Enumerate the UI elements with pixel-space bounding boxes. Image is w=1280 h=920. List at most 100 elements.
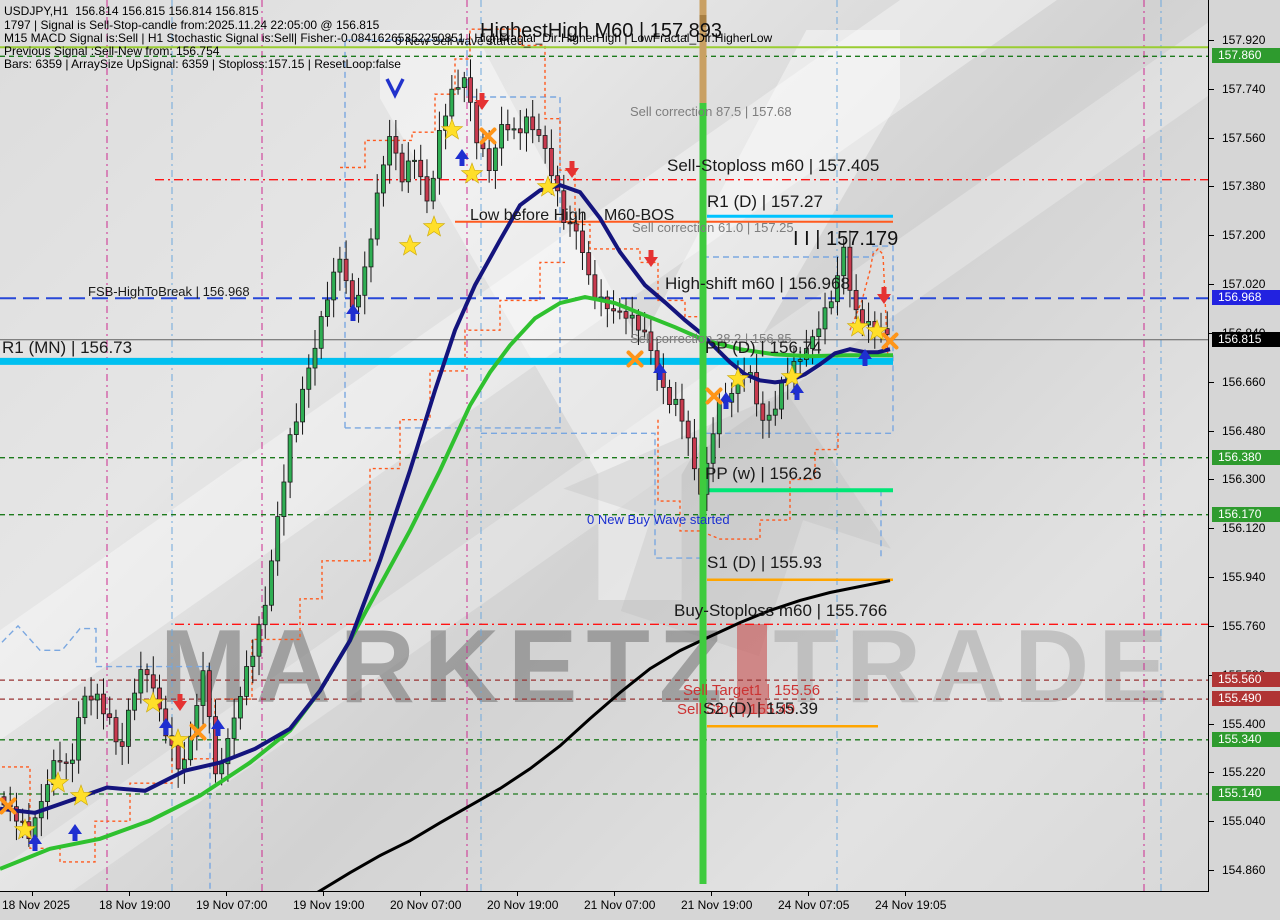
fsb-high-to-break: FSB-HighToBreak | 156.968 bbox=[88, 284, 250, 299]
price-badge-156.968: 156.968 bbox=[1212, 290, 1280, 305]
price-badge-155.490: 155.490 bbox=[1212, 691, 1280, 706]
buy-arrow-icon bbox=[211, 719, 225, 736]
buy-arrow-icon bbox=[28, 834, 42, 851]
price-badge-156.170: 156.170 bbox=[1212, 507, 1280, 522]
star-signal-icon bbox=[46, 771, 70, 793]
time-tick-label: 18 Nov 19:00 bbox=[99, 898, 171, 912]
buy-arrow-icon bbox=[858, 349, 872, 366]
exit-cross-icon bbox=[0, 797, 17, 815]
price-tick-label: 157.560 bbox=[1222, 131, 1266, 145]
exit-cross-icon bbox=[626, 350, 644, 368]
time-tick-label: 20 Nov 19:00 bbox=[487, 898, 559, 912]
price-tick-label: 157.920 bbox=[1222, 33, 1266, 47]
time-tick-mark bbox=[226, 892, 227, 896]
s1-d: S1 (D) | 155.93 bbox=[707, 553, 822, 572]
time-tick-label: 21 Nov 19:00 bbox=[681, 898, 753, 912]
v-mark-icon bbox=[385, 78, 405, 99]
price-tick-label: 157.020 bbox=[1222, 277, 1266, 291]
time-tick-mark bbox=[129, 892, 130, 896]
time-tick-label: 19 Nov 07:00 bbox=[196, 898, 268, 912]
price-badge-155.140: 155.140 bbox=[1212, 786, 1280, 801]
price-tick-mark bbox=[1209, 89, 1214, 90]
buy-arrow-icon bbox=[346, 304, 360, 321]
price-tick-mark bbox=[1209, 821, 1214, 822]
buy-arrow-icon bbox=[68, 824, 82, 841]
signal-markers bbox=[0, 78, 899, 851]
price-tick-mark bbox=[1209, 138, 1214, 139]
exit-cross-icon bbox=[189, 723, 207, 741]
price-badge-156.815: 156.815 bbox=[1212, 332, 1280, 347]
price-tick-label: 156.660 bbox=[1222, 375, 1266, 389]
ii-price: I I | 157.179 bbox=[793, 228, 899, 250]
price-level-lines bbox=[0, 46, 1208, 795]
star-signal-icon bbox=[865, 319, 889, 341]
chart-canvas[interactable] bbox=[0, 0, 1208, 891]
price-tick-mark bbox=[1209, 235, 1214, 236]
high-shift-m60: High-shift m60 | 156.968 bbox=[665, 274, 850, 293]
sell-correction-61: Sell correction 61.0 | 157.25 bbox=[632, 220, 794, 235]
sell-arrow-icon bbox=[173, 694, 187, 711]
low-before-high: Low before High bbox=[470, 207, 587, 224]
price-tick-mark bbox=[1209, 626, 1214, 627]
price-tick-mark bbox=[1209, 40, 1214, 41]
star-signal-icon bbox=[846, 315, 870, 337]
buy-arrow-icon bbox=[455, 149, 469, 166]
buy-arrow-icon bbox=[653, 363, 667, 380]
highesthigh-title: HighestHigh M60 | 157.893 bbox=[480, 20, 723, 42]
price-tick-mark bbox=[1209, 382, 1214, 383]
candlesticks bbox=[1, 59, 890, 851]
time-tick-label: 24 Nov 07:05 bbox=[778, 898, 850, 912]
sell-stoploss-m60: Sell-Stoploss m60 | 157.405 bbox=[667, 156, 880, 175]
indicator-status-line: M15 MACD Signal is:Sell | H1 Stochastic … bbox=[4, 31, 773, 45]
time-tick-mark bbox=[517, 892, 518, 896]
sell-arrow-icon bbox=[475, 93, 489, 110]
chart-plot-area[interactable]: MARKETZ TRADE USDJPY,H1 156.814 156.815 1… bbox=[0, 0, 1209, 892]
price-tick-mark bbox=[1209, 870, 1214, 871]
price-tick-label: 157.740 bbox=[1222, 82, 1266, 96]
buy-arrow-icon bbox=[790, 383, 804, 400]
star-signal-icon bbox=[440, 118, 464, 140]
price-tick-label: 157.380 bbox=[1222, 179, 1266, 193]
session-lines bbox=[106, 0, 1162, 891]
price-badge-157.860: 157.860 bbox=[1212, 48, 1280, 63]
star-signal-icon bbox=[13, 818, 37, 840]
symbol-ohlc-line: USDJPY,H1 156.814 156.815 156.814 156.81… bbox=[4, 4, 259, 18]
sell-target1: Sell Target1 | 155.56 bbox=[683, 682, 821, 699]
time-tick-mark bbox=[808, 892, 809, 896]
time-axis[interactable]: 18 Nov 2025 18 Nov 19:00 19 Nov 07:00 19 No… bbox=[0, 892, 1280, 920]
price-tick-label: 156.120 bbox=[1222, 521, 1266, 535]
r1-d: R1 (D) | 157.27 bbox=[707, 192, 823, 211]
s2-d: S2 (D) | 155.39 bbox=[703, 699, 818, 718]
m60-bos: M60-BOS bbox=[604, 207, 675, 224]
time-tick-label: 18 Nov 2025 bbox=[2, 898, 71, 912]
exit-cross-icon bbox=[479, 127, 497, 145]
star-signal-icon bbox=[398, 234, 422, 256]
exit-cross-icon bbox=[881, 332, 899, 350]
star-signal-icon bbox=[536, 175, 560, 197]
price-tick-mark bbox=[1209, 577, 1214, 578]
time-tick-mark bbox=[905, 892, 906, 896]
price-tick-label: 154.860 bbox=[1222, 863, 1266, 877]
price-tick-label: 155.760 bbox=[1222, 619, 1266, 633]
r1-mn: R1 (MN) | 156.73 bbox=[2, 338, 133, 357]
star-signal-icon bbox=[69, 784, 93, 806]
sell-arrow-icon bbox=[877, 287, 891, 304]
time-tick-mark bbox=[323, 892, 324, 896]
star-signal-icon bbox=[422, 215, 446, 237]
exit-cross-icon bbox=[705, 387, 723, 405]
time-tick-label: 21 Nov 07:00 bbox=[584, 898, 656, 912]
price-badge-156.380: 156.380 bbox=[1212, 450, 1280, 465]
star-signal-icon bbox=[460, 162, 484, 184]
price-axis[interactable]: 157.920 157.740 157.560 157.380 157.200 157.0… bbox=[1209, 0, 1280, 891]
price-tick-label: 156.300 bbox=[1222, 472, 1266, 486]
price-tick-mark bbox=[1209, 479, 1214, 480]
price-tick-label: 155.400 bbox=[1222, 717, 1266, 731]
price-tick-mark bbox=[1209, 724, 1214, 725]
price-tick-mark bbox=[1209, 675, 1214, 676]
price-tick-label: 155.940 bbox=[1222, 570, 1266, 584]
time-tick-label: 19 Nov 19:00 bbox=[293, 898, 365, 912]
price-badge-155.340: 155.340 bbox=[1212, 732, 1280, 747]
signal-status-line: 1797 | Signal is Sell-Stop-candle from:2… bbox=[4, 18, 380, 32]
time-tick-mark bbox=[420, 892, 421, 896]
